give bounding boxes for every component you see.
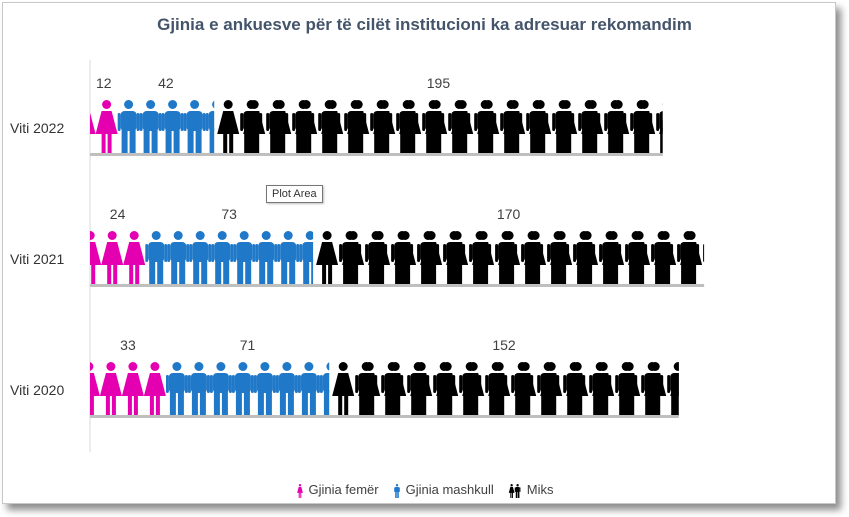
data-label: 71 — [240, 337, 256, 353]
bar-segment[interactable] — [217, 100, 704, 154]
category-label: Viti 2020 — [10, 382, 64, 398]
row-baseline — [90, 284, 705, 287]
bar-segment[interactable] — [165, 362, 342, 416]
category-label: Viti 2021 — [10, 251, 64, 267]
data-label: 42 — [158, 75, 174, 91]
legend-item[interactable]: Miks — [508, 482, 554, 498]
couple-icon — [508, 483, 521, 498]
bar-segment[interactable] — [78, 362, 166, 416]
female-person-icon — [296, 483, 303, 498]
legend-item[interactable]: Gjinia mashkull — [393, 482, 494, 498]
bar-segment[interactable] — [316, 231, 725, 285]
plot-area-tooltip: Plot Area — [266, 185, 323, 203]
row-baseline — [90, 415, 679, 418]
data-label: 33 — [120, 337, 136, 353]
category-label: Viti 2022 — [10, 120, 64, 136]
bar-segment[interactable] — [79, 231, 146, 285]
data-label: 12 — [96, 75, 112, 91]
data-label: 24 — [110, 206, 126, 222]
row-baseline — [90, 153, 663, 156]
data-label: 73 — [221, 206, 237, 222]
legend-label: Gjinia femër — [308, 482, 379, 497]
data-label: 170 — [497, 206, 521, 222]
legend-item[interactable]: Gjinia femër — [296, 482, 379, 498]
bar-segment[interactable] — [74, 100, 118, 154]
bar-segment[interactable] — [117, 100, 228, 154]
data-label: 152 — [492, 337, 516, 353]
chart-title: Gjinia e ankuesve për të cilët instituci… — [157, 15, 692, 34]
data-label: 195 — [427, 75, 451, 91]
legend: Gjinia femër Gjinia mashkull Miks — [0, 482, 849, 498]
legend-label: Gjinia mashkull — [405, 482, 494, 497]
bar-segment[interactable] — [145, 231, 321, 285]
male-person-icon — [393, 483, 400, 498]
legend-label: Miks — [526, 482, 554, 497]
bar-segment[interactable] — [332, 362, 715, 416]
